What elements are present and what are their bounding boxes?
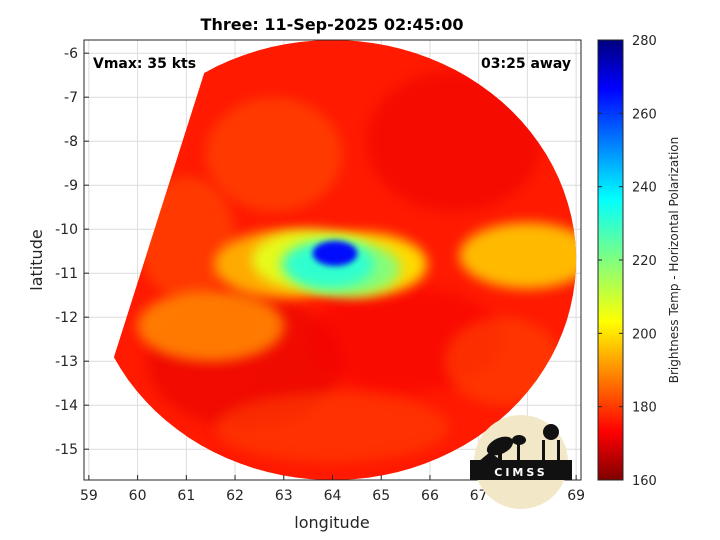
x-tick-label: 62 [226,488,244,504]
x-tick-label: 59 [80,488,98,504]
y-tick-label: -10 [55,222,78,238]
x-tick-label: 60 [129,488,147,504]
time-away-annotation: 03:25 away [481,56,571,72]
swath-texture [366,70,543,212]
convection-feature [137,290,285,362]
x-axis-label: longitude [294,513,369,532]
y-tick-label: -14 [55,398,78,414]
x-tick-label: 65 [372,488,390,504]
logo-text: CIMSS [494,466,547,479]
convection-feature [459,222,577,289]
chart-title: Three: 11-Sep-2025 02:45:00 [201,15,464,34]
colorbar-ticks: 280 260 240 220 200 180 160 [598,34,657,489]
colorbar-tick-label: 180 [632,401,657,416]
colorbar-tick-label: 200 [632,327,657,342]
y-tick-label: -15 [55,442,78,458]
colorbar-tick-label: 220 [632,254,657,269]
colorbar-tick-label: 280 [632,34,657,49]
x-tick-label: 69 [567,488,585,504]
x-tick-label: 61 [177,488,195,504]
x-tick-label: 64 [324,488,342,504]
y-tick-label: -9 [64,178,78,194]
y-tick-label: -12 [55,310,78,326]
swath-texture [444,317,562,406]
colorbar-tick-label: 260 [632,107,657,122]
swath-texture [215,392,450,463]
y-tick-label: -6 [64,46,78,62]
y-tick-label: -7 [64,90,78,106]
plot-area: 5960616263646566676869 -6-7-8-9-10-11-12… [55,39,585,504]
y-tick-label: -8 [64,134,78,150]
vmax-annotation: Vmax: 35 kts [93,56,196,72]
colorbar-label: Brightness Temp - Horizontal Polarizatio… [667,137,681,384]
colorbar-tick-label: 240 [632,181,657,196]
colorbar-gradient [597,39,624,481]
swath-texture [137,176,236,300]
cimss-logo: CIMSS [470,415,572,509]
colorbar: 280 260 240 220 200 180 160 Brightness Temp - … [597,34,681,489]
colorbar-tick-label: 160 [632,474,657,489]
swath-texture [205,97,343,212]
y-tick-label: -13 [55,354,78,370]
y-axis-label: latitude [27,229,46,290]
y-axis-ticks: -6 -7 -8 -9 -10 -11 -12 -13 -14 -15 [55,46,89,458]
convection-feature [312,240,358,266]
x-tick-label: 66 [421,488,439,504]
x-tick-label: 63 [275,488,293,504]
x-tick-label: 67 [470,488,488,504]
y-tick-label: -11 [55,266,78,282]
